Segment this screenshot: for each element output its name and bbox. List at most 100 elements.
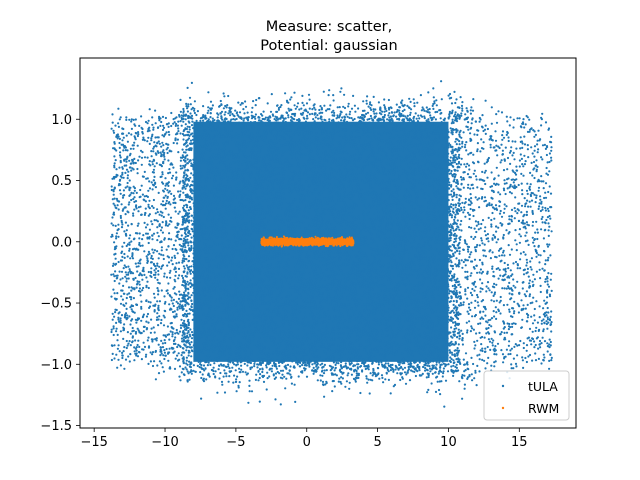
tula-point (366, 300, 369, 303)
tula-point (196, 122, 199, 125)
tula-point (313, 273, 316, 276)
tula-point (402, 167, 405, 170)
tula-point (270, 131, 273, 135)
tula-point (278, 198, 282, 201)
tula-point (383, 110, 386, 113)
tula-point (205, 226, 208, 229)
tula-point (405, 127, 408, 130)
tula-point (227, 180, 230, 183)
tula-point (454, 175, 457, 178)
tula-point (352, 158, 355, 161)
tula-point (261, 194, 264, 197)
tula-point (370, 206, 373, 209)
tula-point (197, 128, 200, 131)
tula-point (227, 348, 230, 351)
tula-point (252, 145, 255, 148)
tula-point (427, 193, 430, 196)
tula-point (288, 219, 291, 222)
tula-point (240, 292, 243, 295)
tula-point (299, 294, 302, 297)
tula-point (373, 126, 376, 130)
tula-point (287, 107, 290, 110)
tula-point (199, 207, 203, 210)
tula-point (426, 331, 429, 334)
tula-point (401, 204, 404, 207)
tula-point (445, 212, 448, 215)
tula-point (437, 319, 440, 322)
tula-point (338, 288, 341, 292)
tula-point (312, 135, 316, 138)
tula-point (440, 162, 443, 165)
tula-point (219, 275, 222, 278)
tula-point (446, 155, 449, 158)
tula-point (422, 151, 425, 154)
tula-point (445, 159, 448, 162)
tula-point (210, 296, 213, 299)
tula-point (189, 176, 192, 179)
tula-point (405, 338, 408, 341)
tula-point (220, 217, 223, 220)
tula-point (421, 233, 424, 236)
tula-point (325, 369, 328, 372)
tula-point (350, 331, 354, 334)
tula-point (374, 219, 377, 222)
tula-point (306, 337, 309, 340)
tula-point (298, 266, 301, 269)
tula-point (193, 129, 196, 132)
tula-point (275, 278, 278, 281)
tula-point (426, 319, 429, 322)
tula-point (452, 188, 455, 191)
tula-point (414, 359, 417, 362)
tula-point (355, 374, 358, 377)
tula-point (198, 135, 201, 138)
tula-point (312, 290, 315, 293)
tula-point (364, 229, 368, 232)
tula-point (196, 236, 199, 239)
tula-point (274, 179, 277, 182)
tula-point (263, 165, 266, 168)
tula-point (216, 297, 219, 301)
tula-point (258, 134, 261, 137)
tula-point (225, 219, 228, 222)
tula-point (290, 170, 294, 173)
tula-point (418, 287, 421, 290)
tula-point (426, 158, 429, 162)
tula-point (194, 167, 197, 170)
tula-point (222, 293, 225, 296)
tula-point (228, 352, 231, 355)
tula-point (352, 310, 355, 313)
tula-point (364, 307, 367, 311)
tula-point (351, 271, 355, 274)
tula-point (422, 133, 425, 136)
tula-point (366, 163, 369, 166)
tula-point (423, 141, 426, 144)
tula-point (339, 345, 342, 348)
tula-point (267, 314, 270, 317)
tula-point (363, 309, 366, 312)
tula-point (222, 107, 225, 110)
tula-point (303, 141, 306, 145)
tula-point (212, 252, 216, 255)
tula-point (202, 270, 205, 273)
tula-point (229, 254, 232, 257)
tula-point (340, 274, 343, 277)
tula-point (379, 235, 382, 239)
tula-point (428, 248, 431, 251)
tula-point (340, 175, 343, 178)
tula-point (334, 147, 337, 150)
tula-point (359, 171, 362, 174)
tula-point (423, 255, 427, 258)
tula-point (350, 278, 353, 281)
tula-point (345, 135, 348, 138)
tula-point (416, 272, 419, 275)
tula-point (369, 190, 372, 193)
tula-point (216, 306, 219, 309)
tula-point (270, 318, 273, 322)
tula-point (383, 247, 386, 250)
tula-point (354, 272, 357, 275)
tula-point (288, 320, 291, 323)
tula-point (255, 321, 259, 324)
tula-point (399, 148, 402, 151)
tula-point (342, 176, 346, 179)
tula-point (201, 133, 204, 136)
